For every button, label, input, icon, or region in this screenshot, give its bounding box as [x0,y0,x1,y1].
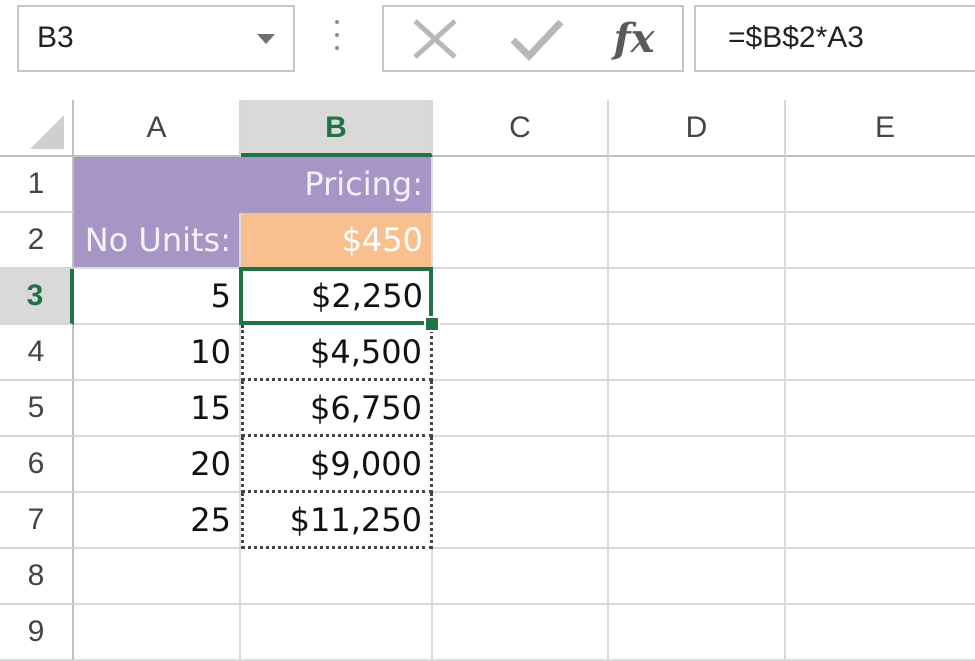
cell-e3[interactable] [786,269,975,325]
cell-b6[interactable]: $9,000 [241,437,433,493]
cell-c1[interactable] [433,157,609,213]
cell-d8[interactable] [609,549,786,605]
formula-buttons: fx [382,5,684,72]
insert-function-button[interactable]: fx [594,7,674,70]
cell-a3[interactable]: 5 [74,269,241,325]
cell-b7[interactable]: $11,250 [241,493,433,549]
formula-text: =$B$2*A3 [728,21,864,54]
fill-handle[interactable] [424,316,440,332]
cell-a4[interactable]: 10 [74,325,241,381]
cell-c6[interactable] [433,437,609,493]
cell-b8[interactable] [241,549,433,605]
select-all-button[interactable] [0,100,74,157]
row-header-2[interactable]: 2 [0,213,74,269]
checkmark-icon [510,19,564,61]
spreadsheet-grid: A B C D E 1 Pricing: 2 No Units: $450 3 5 $2,250 4 10 $… [0,100,975,661]
cell-c9[interactable] [433,605,609,661]
close-icon [413,18,457,59]
formula-bar: B3 fx =$B$2*A3 [0,0,975,100]
cell-d9[interactable] [609,605,786,661]
cell-a9[interactable] [74,605,241,661]
cell-a1[interactable] [74,157,241,213]
cell-e8[interactable] [786,549,975,605]
name-box-value: B3 [37,21,74,54]
row-header-4[interactable]: 4 [0,325,74,381]
column-header-b[interactable]: B [241,100,433,157]
column-header-c[interactable]: C [433,100,609,157]
cell-e6[interactable] [786,437,975,493]
function-icon: fx [613,15,655,62]
active-cell-border [239,267,433,325]
cell-a2[interactable]: No Units: [74,213,241,269]
row-header-3[interactable]: 3 [0,269,74,325]
formula-input[interactable]: =$B$2*A3 [694,5,975,72]
column-header-a[interactable]: A [74,100,241,157]
cell-d2[interactable] [609,213,786,269]
cell-e2[interactable] [786,213,975,269]
row-header-5[interactable]: 5 [0,381,74,437]
cell-e9[interactable] [786,605,975,661]
cancel-button[interactable] [400,7,470,70]
cell-c7[interactable] [433,493,609,549]
column-header-e[interactable]: E [786,100,975,157]
cell-a8[interactable] [74,549,241,605]
cell-d6[interactable] [609,437,786,493]
cell-e7[interactable] [786,493,975,549]
cell-a5[interactable]: 15 [74,381,241,437]
cell-a7[interactable]: 25 [74,493,241,549]
row-header-8[interactable]: 8 [0,549,74,605]
cell-b5[interactable]: $6,750 [241,381,433,437]
more-options-icon[interactable] [334,20,340,56]
cell-a6[interactable]: 20 [74,437,241,493]
cell-b4[interactable]: $4,500 [241,325,433,381]
cell-c8[interactable] [433,549,609,605]
select-all-icon [30,115,64,149]
row-header-7[interactable]: 7 [0,493,74,549]
cell-c4[interactable] [433,325,609,381]
row-header-6[interactable]: 6 [0,437,74,493]
cell-e1[interactable] [786,157,975,213]
column-header-d[interactable]: D [609,100,786,157]
cell-d4[interactable] [609,325,786,381]
row-header-1[interactable]: 1 [0,157,74,213]
cell-c3[interactable] [433,269,609,325]
cell-e4[interactable] [786,325,975,381]
enter-button[interactable] [502,7,572,70]
cell-b9[interactable] [241,605,433,661]
cell-c5[interactable] [433,381,609,437]
cell-b2[interactable]: $450 [241,213,433,269]
cell-d7[interactable] [609,493,786,549]
chevron-down-icon[interactable] [257,34,275,44]
cell-d3[interactable] [609,269,786,325]
cell-d5[interactable] [609,381,786,437]
cell-d1[interactable] [609,157,786,213]
row-header-9[interactable]: 9 [0,605,74,661]
name-box[interactable]: B3 [17,5,295,72]
cell-e5[interactable] [786,381,975,437]
cell-b1[interactable]: Pricing: [241,157,433,213]
cell-c2[interactable] [433,213,609,269]
